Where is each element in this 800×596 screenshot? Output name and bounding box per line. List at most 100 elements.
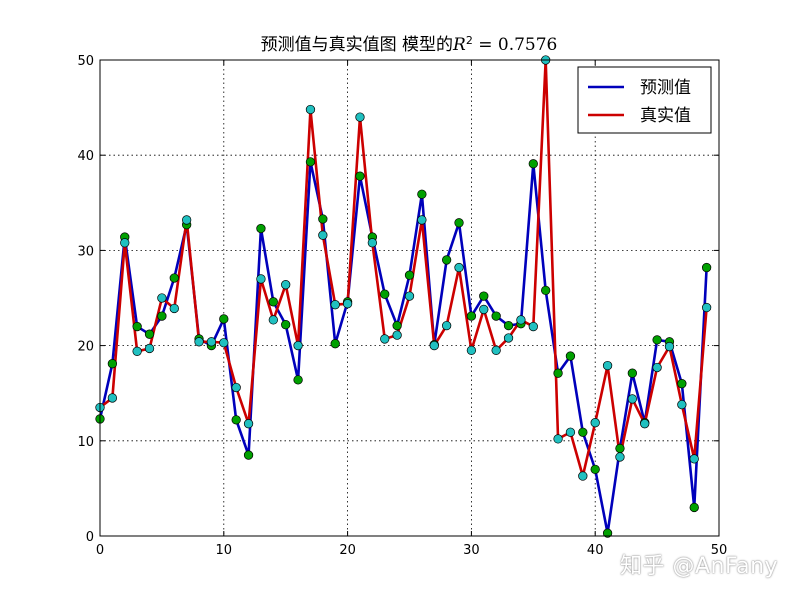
y-tick-label: 50 <box>77 54 94 69</box>
data-point-1 <box>219 338 229 348</box>
y-tick-label: 20 <box>77 340 94 355</box>
data-point-1 <box>293 340 303 351</box>
data-point-1 <box>144 343 155 354</box>
data-point-1 <box>615 452 625 462</box>
data-point-1 <box>652 362 662 373</box>
data-point-1 <box>516 315 526 325</box>
data-point-1 <box>429 340 439 351</box>
data-point-1 <box>132 346 142 356</box>
data-point-1 <box>268 315 278 325</box>
data-point-1 <box>578 471 588 481</box>
data-point-1 <box>528 321 538 332</box>
x-tick-label: 30 <box>463 543 480 558</box>
y-tick-label: 30 <box>77 244 94 259</box>
data-point-0 <box>169 273 179 283</box>
data-point-0 <box>479 291 489 301</box>
data-point-0 <box>553 368 563 378</box>
data-point-0 <box>293 375 303 385</box>
data-point-0 <box>219 314 229 324</box>
data-point-0 <box>318 214 328 224</box>
data-point-0 <box>491 311 501 321</box>
x-tick-label: 50 <box>711 543 728 558</box>
data-point-0 <box>305 157 316 167</box>
data-point-1 <box>305 104 316 115</box>
data-point-0 <box>677 379 687 389</box>
data-point-1 <box>318 230 328 240</box>
data-point-1 <box>194 337 204 347</box>
legend-label-0: 预测值 <box>640 78 691 98</box>
data-point-0 <box>355 171 365 181</box>
data-point-0 <box>652 335 662 345</box>
legend-label-1: 真实值 <box>640 106 691 126</box>
y-tick-label: 40 <box>77 149 94 164</box>
series-line-0 <box>98 160 708 535</box>
data-point-1 <box>677 399 687 410</box>
x-tick-label: 0 <box>96 543 104 558</box>
data-point-0 <box>689 502 699 513</box>
data-point-1 <box>689 454 699 464</box>
data-point-1 <box>466 345 477 356</box>
plot-frame <box>99 59 720 537</box>
data-point-1 <box>367 238 378 248</box>
x-tick-label: 10 <box>216 543 233 558</box>
data-point-0 <box>132 321 142 332</box>
data-point-1 <box>281 280 291 290</box>
data-point-0 <box>454 218 464 228</box>
chart-title: 预测值与真实值图 模型的R2 = 0.7576 <box>261 34 558 56</box>
grid <box>100 60 719 536</box>
data-point-1 <box>503 333 514 343</box>
data-point-1 <box>120 238 130 248</box>
data-point-1 <box>231 382 241 393</box>
data-point-1 <box>256 274 266 284</box>
data-point-1 <box>590 418 600 428</box>
data-point-1 <box>701 302 712 313</box>
data-point-1 <box>380 334 390 344</box>
data-point-0 <box>417 189 427 199</box>
data-point-0 <box>541 285 551 296</box>
data-point-0 <box>268 297 278 307</box>
series-markers <box>95 55 712 538</box>
data-point-1 <box>417 215 427 225</box>
data-point-0 <box>578 427 588 437</box>
data-point-0 <box>231 415 241 425</box>
data-point-1 <box>206 337 217 347</box>
data-point-1 <box>243 419 254 429</box>
watermark: 知乎 @AnFany <box>620 554 779 579</box>
data-point-1 <box>627 394 637 404</box>
ticks: 0 10 20 30 40 50 0 10 20 30 40 50 <box>77 54 727 558</box>
data-point-0 <box>590 464 600 475</box>
data-point-1 <box>441 320 452 331</box>
data-point-1 <box>454 262 464 273</box>
data-point-0 <box>404 270 415 280</box>
data-point-0 <box>615 443 625 454</box>
data-point-0 <box>330 339 340 349</box>
data-point-1 <box>107 393 118 403</box>
data-point-1 <box>404 291 415 301</box>
data-point-0 <box>528 159 538 169</box>
data-point-0 <box>602 528 613 538</box>
data-point-0 <box>243 450 254 460</box>
data-point-1 <box>157 293 167 303</box>
data-point-1 <box>640 419 650 429</box>
data-point-1 <box>392 330 402 340</box>
data-point-0 <box>380 289 390 299</box>
data-point-0 <box>256 223 266 234</box>
x-tick-label: 20 <box>339 543 356 558</box>
y-tick-label: 10 <box>77 435 94 450</box>
x-tick-label: 40 <box>587 543 604 558</box>
data-point-1 <box>479 304 489 315</box>
data-point-0 <box>107 359 118 369</box>
data-point-1 <box>553 434 563 444</box>
data-point-0 <box>281 320 291 330</box>
data-point-0 <box>157 311 167 321</box>
data-point-1 <box>355 112 365 122</box>
data-point-1 <box>491 345 501 356</box>
data-point-0 <box>466 311 477 321</box>
data-point-1 <box>169 303 179 314</box>
data-point-0 <box>392 320 402 331</box>
data-point-1 <box>664 341 675 352</box>
data-point-1 <box>342 299 353 309</box>
data-point-1 <box>330 300 340 310</box>
